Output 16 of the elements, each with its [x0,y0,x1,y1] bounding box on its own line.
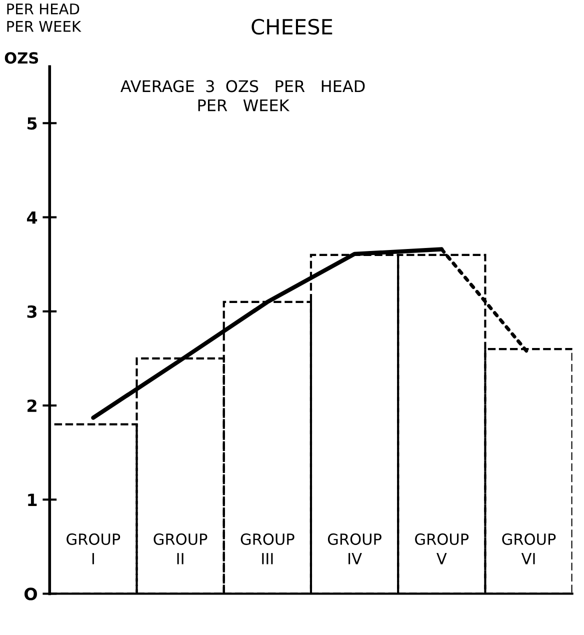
x-tick-label: GROUP II [154,533,208,564]
x-tick-label: GROUP I [66,533,120,564]
x-tick-label: GROUP V [415,533,469,564]
x-tick-label: GROUP IV [328,533,382,564]
chart-subtitle: PER HEAD PER WEEK [7,4,82,32]
x-tick-label: GROUP VI [502,533,556,564]
y-axis-title: OZS [4,52,38,64]
y-tick-label: 4 [26,211,38,224]
y-tick-label: 1 [28,494,37,506]
y-tick-label: 5 [28,117,37,130]
y-tick-label: 3 [27,305,37,318]
y-tick-label: 2 [28,399,36,412]
x-tick-label: GROUP III [240,533,294,564]
chart-title: CHEESE [252,18,332,35]
y-tick-label: O [24,588,37,600]
annotation: AVERAGE 3 OZS PER HEAD PER WEEK [120,80,365,112]
